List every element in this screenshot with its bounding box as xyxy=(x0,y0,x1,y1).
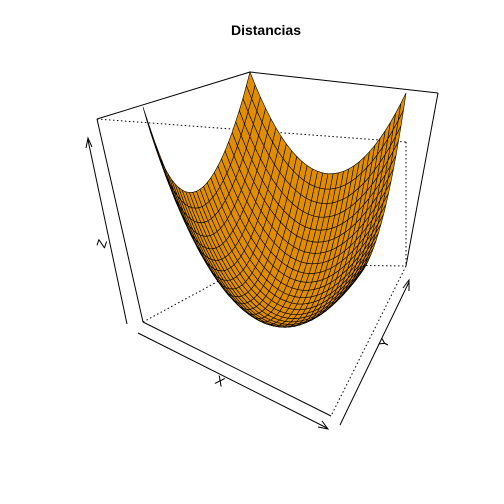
box-edge-right-vertical xyxy=(406,93,438,266)
x-axis-line xyxy=(138,333,327,428)
chart-title: Distancias xyxy=(231,22,301,38)
x-axis-label: X xyxy=(213,372,228,389)
z-axis-label: Z xyxy=(93,237,110,249)
x-axis-arrowhead xyxy=(318,421,328,429)
y-axis: Y xyxy=(340,280,409,425)
z-axis-line xyxy=(88,140,127,324)
box-edge-top-right xyxy=(250,72,438,93)
surface-mesh xyxy=(143,72,406,327)
x-axis: X xyxy=(138,333,328,429)
box-edge-top-left xyxy=(97,72,250,119)
z-axis: Z xyxy=(86,138,127,324)
y-axis-line xyxy=(340,282,409,425)
box-edge-bottom-front xyxy=(143,322,331,416)
y-axis-label: Y xyxy=(375,335,392,350)
